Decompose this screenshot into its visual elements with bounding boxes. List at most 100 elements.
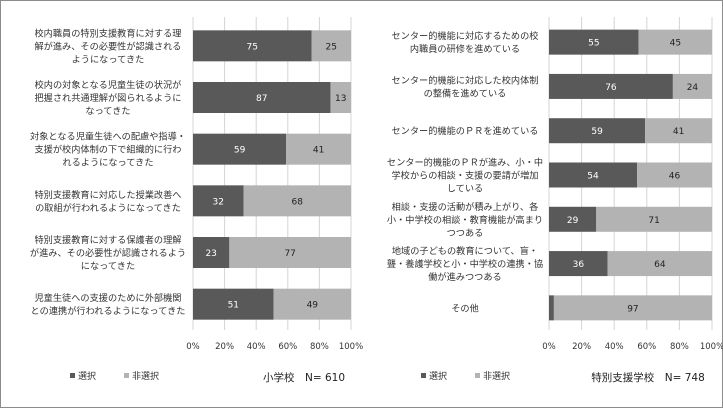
chart1-bar-not-selected [243,185,351,217]
chart2-bar-selected [549,118,646,144]
chart1-category-label: 把握され共通理解が図られるように [35,92,182,104]
chart1-legend-swatch [70,373,75,378]
chart1-bar-selected [193,82,331,113]
chart2-category-label: その他 [451,302,479,314]
chart2-category-label: 地域の子どもの教育について、盲・ [392,245,538,257]
chart1-tick-label: 100% [339,342,363,352]
chart2-bar-selected [549,251,608,277]
chart1-data-label: 77 [284,249,295,259]
chart1-category-label: 解が進み、その必要性が認識される [35,40,182,52]
chart1-category-label: れるようになってきた [62,158,153,169]
chart2-data-label: 36 [573,260,585,270]
chart1-category-label: との連携が行われるようになってきた [31,305,186,317]
chart2-tick-label: 0% [542,342,556,352]
chart1-data-label: 87 [256,94,267,104]
chart1-category-label: 児童生徒への支援のために外部機関 [35,292,182,304]
chart1-category-label: になってきた [81,261,135,272]
chart1-bar-selected [193,288,274,320]
chart2-legend-label: 非選択 [483,370,510,382]
chart2-category-label: センター的機能に対応するための校 [392,30,539,42]
chart1-data-label: 41 [313,146,324,156]
chart2-bar-not-selected [607,251,712,277]
chart1-data-label: 49 [307,301,319,311]
chart1-data-label: 51 [228,301,239,311]
chart2-bar-selected [549,73,673,99]
chart2-bar-not-selected [672,73,712,99]
chart2-bar-selected [549,162,638,188]
chart2-category-label: 内職員の研修を進めている [410,43,520,55]
chart2-category-label: センター的機能のＰＲが進み、小・中 [387,157,543,169]
chart2-bar-not-selected [645,118,712,144]
chart1-data-label: 75 [247,42,258,52]
chart2-tick-label: 60% [637,342,656,352]
chart1-category-label: 校内職員の特別支援教育に対する理 [35,27,182,39]
chart1-sample-note: 小学校 N= 610 [263,371,345,384]
chart1-category-label: ようになってきた [72,54,145,65]
chart2-data-label: 41 [673,127,684,137]
chart1-legend-label: 選択 [78,370,96,382]
chart1-category-label: 対象となる児童生徒への配慮や指導・ [30,131,186,143]
chart1-bar-not-selected [330,82,351,113]
chart1-tick-label: 80% [310,342,329,352]
chart1-category-label: の取組が行われるようになってきた [35,202,181,214]
chart1-tick-label: 20% [215,342,234,352]
chart1-bar-selected [193,133,287,165]
chart2-data-label: 71 [648,216,659,226]
chart2-data-label: 29 [567,216,579,226]
chart1-legend-swatch [124,373,129,378]
chart2-data-label: 64 [654,260,666,270]
chart2-data-label: 46 [669,172,681,182]
chart1-data-label: 13 [335,94,346,104]
chart1-bar-not-selected [311,30,351,62]
chart2-data-label: 54 [587,172,599,182]
chart2-category-label: 小・中学校の相談・教育機能が高まり [387,214,543,226]
chart2-bar-selected [549,206,597,232]
chart1-data-label: 25 [326,42,337,52]
chart2-legend-swatch [475,373,480,378]
chart1-category-label: 特別支援教育に対応した授業改善へ [35,189,182,201]
chart1-category-label: なってきた [85,106,130,117]
chart1-data-label: 32 [213,197,224,207]
chart2-legend-swatch [421,373,426,378]
chart2-category-label: センター的機能に対応した校内体制 [392,74,539,86]
chart1-bar-not-selected [229,237,351,268]
chart2-bar-not-selected [638,29,712,55]
chart2-category-label: つつある [447,228,484,239]
chart2-category-label: センター的機能のＰＲを進めている [392,125,539,137]
chart1-bar-selected [193,237,230,268]
chart2-bar-not-selected [596,206,712,232]
chart2-data-label: 97 [627,304,638,314]
chart2-data-label: 76 [605,83,617,93]
chart2-data-label: 59 [591,127,603,137]
chart1-bar-not-selected [273,288,351,320]
chart1-data-label: 59 [234,146,246,156]
chart2-category-label: の整備を進めている [424,87,507,99]
chart1-bar-selected [193,30,312,62]
chart2-data-label: 55 [588,39,599,49]
chart2-category-label: 学校からの相談・支援の要請が増加 [392,170,539,182]
chart1-tick-label: 60% [278,342,297,352]
chart2-category-label: 相談・支援の活動が積み上がり、各 [392,201,539,213]
chart2-tick-label: 80% [670,342,689,352]
chart1-data-label: 23 [205,249,216,259]
chart1-data-label: 68 [292,197,304,207]
chart2-tick-label: 20% [572,342,591,352]
chart2-bar-not-selected [637,162,712,188]
chart1-bar-not-selected [286,133,351,165]
chart1-bar-selected [193,185,244,217]
chart2-bar-selected [549,295,554,321]
chart2-tick-label: 40% [605,342,624,352]
chart2-category-label: 働が進みつつある [428,271,502,283]
chart2-category-label: している [447,184,483,195]
chart1-tick-label: 40% [247,342,266,352]
chart1-category-label: が進み、その必要性が認識されるよう [30,247,186,259]
chart2-tick-label: 100% [700,342,723,352]
chart1-category-label: 特別支援教育に対する保護者の理解 [35,234,182,246]
chart1-legend-label: 非選択 [132,370,159,382]
chart2-category-label: 聾・養護学校と小・中学校の連携・協 [387,258,543,270]
chart1-tick-label: 0% [186,342,200,352]
chart2-data-label: 24 [687,83,699,93]
chart2-bar-not-selected [553,295,712,321]
